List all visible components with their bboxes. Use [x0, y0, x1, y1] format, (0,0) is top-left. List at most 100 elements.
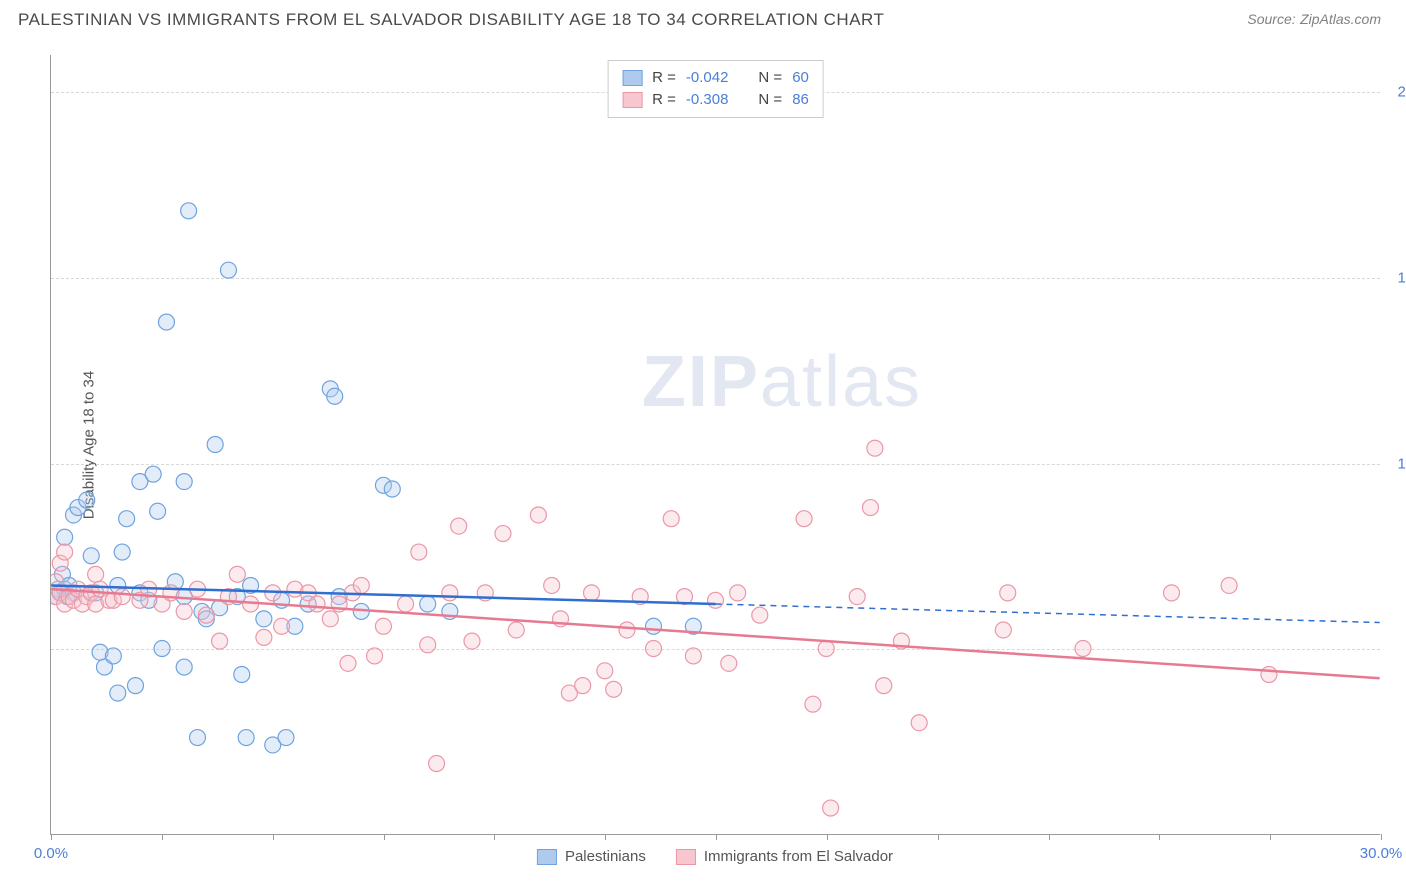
- x-tick-label: 0.0%: [34, 845, 68, 862]
- swatch-series-1: [622, 70, 642, 86]
- data-point: [544, 577, 560, 593]
- data-point: [375, 618, 391, 634]
- x-tick: [938, 834, 939, 840]
- legend-item-1: Palestinians: [537, 848, 646, 865]
- data-point: [51, 581, 66, 597]
- legend-stats-row-1: R = -0.042 N = 60: [622, 67, 809, 89]
- swatch-series-2b: [676, 849, 696, 865]
- data-point: [893, 633, 909, 649]
- data-point: [198, 607, 214, 623]
- data-point: [995, 622, 1011, 638]
- data-point: [256, 629, 272, 645]
- chart-area: Disability Age 18 to 34 ZIPatlas 5.0%10.…: [50, 55, 1380, 835]
- grid-line: [51, 464, 1380, 465]
- data-point: [477, 585, 493, 601]
- grid-line: [51, 649, 1380, 650]
- data-point: [163, 585, 179, 601]
- data-point: [530, 507, 546, 523]
- data-point: [429, 756, 445, 772]
- data-point: [150, 503, 166, 519]
- data-point: [721, 655, 737, 671]
- data-point: [52, 585, 68, 601]
- data-point: [265, 585, 281, 601]
- data-point: [79, 492, 95, 508]
- x-tick: [605, 834, 606, 840]
- data-point: [411, 544, 427, 560]
- data-point: [911, 715, 927, 731]
- scatter-svg: [51, 55, 1380, 834]
- data-point: [105, 648, 121, 664]
- data-point: [52, 585, 68, 601]
- source-name: ZipAtlas.com: [1300, 11, 1381, 27]
- data-point: [88, 596, 104, 612]
- legend-series: Palestinians Immigrants from El Salvador: [537, 848, 893, 865]
- data-point: [212, 600, 228, 616]
- swatch-series-1b: [537, 849, 557, 865]
- data-point: [867, 440, 883, 456]
- data-point: [96, 659, 112, 675]
- y-tick-label: 20.0%: [1397, 84, 1406, 101]
- data-point: [101, 592, 117, 608]
- data-point: [176, 603, 192, 619]
- x-tick: [1159, 834, 1160, 840]
- data-point: [88, 566, 104, 582]
- data-point: [331, 596, 347, 612]
- legend-item-2: Immigrants from El Salvador: [676, 848, 893, 865]
- data-point: [1164, 585, 1180, 601]
- data-point: [243, 596, 259, 612]
- data-point: [176, 474, 192, 490]
- data-point: [83, 585, 99, 601]
- data-point: [212, 633, 228, 649]
- y-tick-label: 15.0%: [1397, 269, 1406, 286]
- data-point: [70, 500, 86, 516]
- data-point: [92, 581, 108, 597]
- n-label-1: N =: [758, 67, 782, 89]
- data-point: [74, 596, 90, 612]
- data-point: [114, 544, 130, 560]
- n-value-1: 60: [792, 67, 809, 89]
- data-point: [229, 589, 245, 605]
- data-point: [849, 589, 865, 605]
- data-point: [207, 437, 223, 453]
- data-point: [367, 648, 383, 664]
- data-point: [243, 577, 259, 593]
- data-point: [194, 603, 210, 619]
- legend-stats-row-2: R = -0.308 N = 86: [622, 89, 809, 111]
- regression-line: [51, 589, 1379, 678]
- data-point: [54, 566, 70, 582]
- data-point: [189, 730, 205, 746]
- data-point: [83, 548, 99, 564]
- regression-line-dashed: [716, 604, 1380, 623]
- regression-line-solid: [51, 585, 715, 604]
- data-point: [127, 678, 143, 694]
- data-point: [181, 203, 197, 219]
- data-point: [575, 678, 591, 694]
- data-point: [274, 592, 290, 608]
- data-point: [51, 589, 64, 605]
- data-point: [198, 611, 214, 627]
- data-point: [132, 585, 148, 601]
- data-point: [57, 581, 73, 597]
- data-point: [495, 526, 511, 542]
- data-point: [92, 644, 108, 660]
- data-point: [331, 589, 347, 605]
- data-point: [70, 581, 86, 597]
- data-point: [322, 611, 338, 627]
- data-point: [876, 678, 892, 694]
- r-value-1: -0.042: [686, 67, 729, 89]
- legend-stats: R = -0.042 N = 60 R = -0.308 N = 86: [607, 60, 824, 118]
- data-point: [300, 596, 316, 612]
- data-point: [57, 544, 73, 560]
- n-value-2: 86: [792, 89, 809, 111]
- data-point: [61, 589, 77, 605]
- data-point: [79, 589, 95, 605]
- x-tick: [716, 834, 717, 840]
- series-2-name: Immigrants from El Salvador: [704, 848, 893, 865]
- series-1-name: Palestinians: [565, 848, 646, 865]
- data-point: [220, 262, 236, 278]
- data-point: [451, 518, 467, 534]
- plot: ZIPatlas 5.0%10.0%15.0%20.0% 0.0%30.0% R…: [50, 55, 1380, 835]
- data-point: [327, 388, 343, 404]
- data-point: [238, 730, 254, 746]
- data-point: [287, 581, 303, 597]
